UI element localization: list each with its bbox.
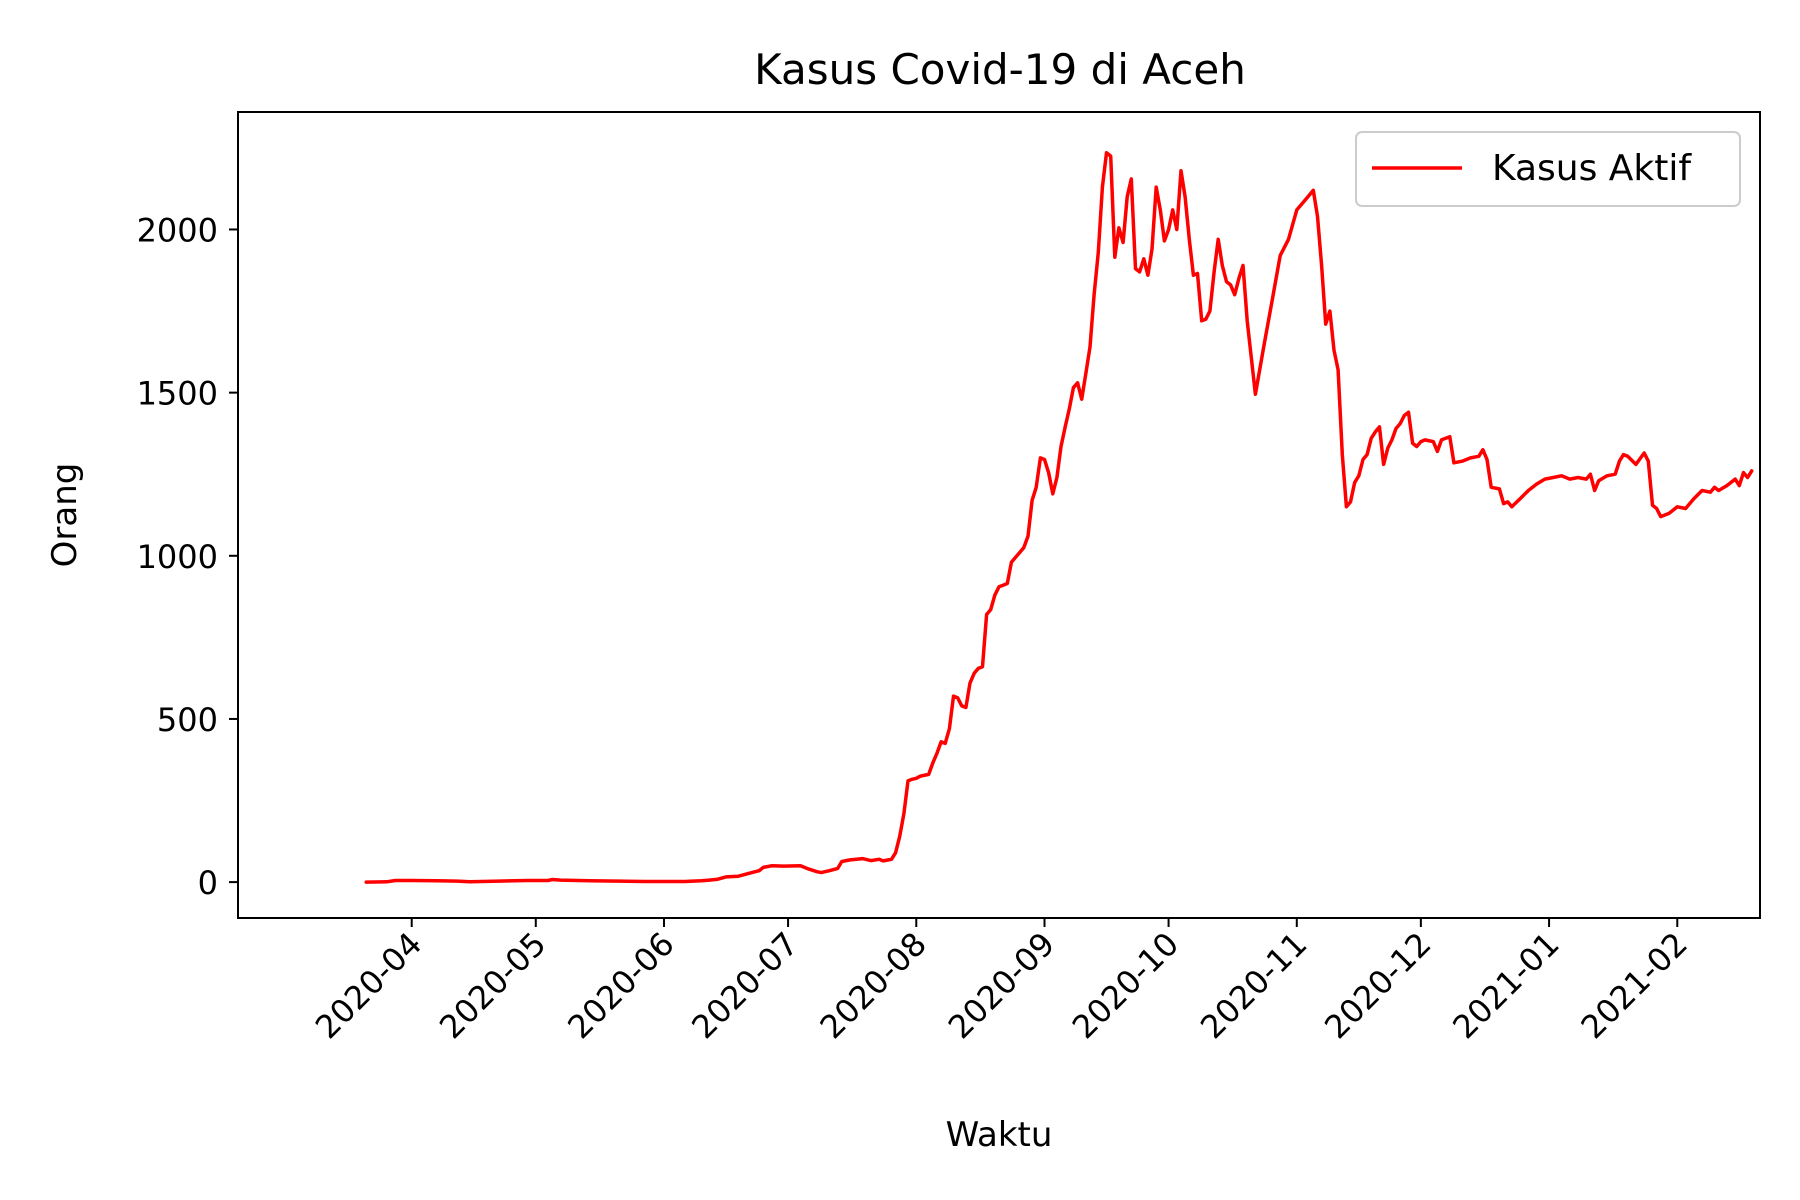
y-tick-label: 2000 bbox=[137, 211, 218, 249]
y-tick-label: 1500 bbox=[137, 375, 218, 413]
plot-frame bbox=[237, 111, 1761, 919]
y-axis-label: Orang bbox=[45, 463, 85, 568]
x-tick-label: 2020-10 bbox=[1065, 925, 1186, 1046]
x-axis-label: Waktu bbox=[946, 1115, 1053, 1155]
legend-box bbox=[1355, 131, 1741, 207]
y-axis-ticks: 0 500 1000 1500 2000 bbox=[137, 211, 238, 902]
chart-title: Kasus Covid-19 di Aceh bbox=[754, 45, 1246, 94]
y-tick-label: 500 bbox=[157, 701, 218, 739]
x-tick-label: 2021-02 bbox=[1574, 925, 1695, 1046]
legend-label-kasus-aktif: Kasus Aktif bbox=[1492, 148, 1692, 189]
y-tick-label: 1000 bbox=[137, 538, 218, 576]
x-tick-label: 2020-05 bbox=[432, 925, 553, 1046]
legend: Kasus Aktif bbox=[1355, 131, 1741, 207]
x-tick-label: 2020-04 bbox=[308, 925, 429, 1046]
x-tick-label: 2020-07 bbox=[684, 925, 805, 1046]
x-tick-label: 2020-06 bbox=[560, 925, 681, 1046]
x-tick-label: 2021-01 bbox=[1445, 925, 1566, 1046]
series-line-kasus-aktif bbox=[364, 151, 1754, 884]
y-tick-label: 0 bbox=[198, 864, 218, 902]
x-tick-label: 2020-09 bbox=[941, 925, 1062, 1046]
x-tick-label: 2020-12 bbox=[1317, 925, 1438, 1046]
x-tick-label: 2020-08 bbox=[813, 925, 934, 1046]
x-tick-label: 2020-11 bbox=[1193, 925, 1314, 1046]
x-axis-ticks: 2020-04 2020-05 2020-06 2020-07 2020-08 2020-… bbox=[308, 918, 1695, 1046]
